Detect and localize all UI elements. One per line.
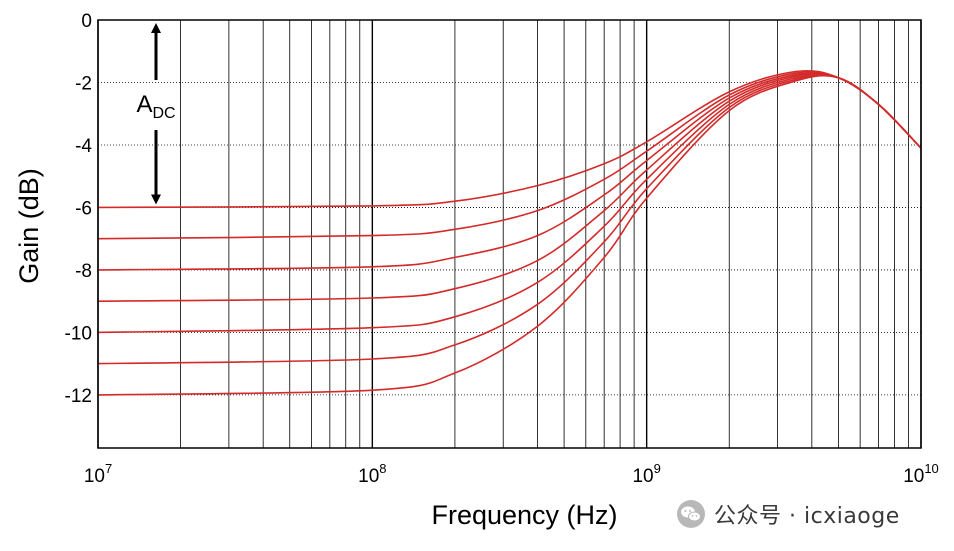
series-line xyxy=(97,74,922,396)
y-tick-label: -4 xyxy=(75,136,92,157)
y-tick-label: -2 xyxy=(75,73,92,94)
y-tick-label: 0 xyxy=(81,11,92,32)
series-line xyxy=(97,72,922,271)
x-tick-base: 10 xyxy=(903,466,924,487)
x-tick-exponent: 7 xyxy=(105,461,112,476)
x-tick-label: 108 xyxy=(358,461,386,487)
series-line xyxy=(97,72,922,302)
x-tick-exponent: 10 xyxy=(924,461,938,476)
series-line xyxy=(97,73,922,334)
y-tick-label: -8 xyxy=(75,261,92,282)
y-tick-labels: 0 -2 -4 -6 -8 -10 -12 xyxy=(65,11,93,407)
adc-subscript: DC xyxy=(152,105,175,122)
series-line xyxy=(97,71,922,240)
y-tick-label: -6 xyxy=(75,198,92,219)
x-tick-base: 10 xyxy=(632,466,653,487)
x-tick-base: 10 xyxy=(84,466,105,487)
series-group xyxy=(97,69,922,396)
x-tick-base: 10 xyxy=(358,466,379,487)
x-tick-label: 109 xyxy=(632,461,660,487)
x-tick-exponent: 8 xyxy=(379,461,386,476)
x-tick-label: 107 xyxy=(84,461,112,487)
x-axis-title: Frequency (Hz) xyxy=(431,500,617,530)
watermark-text: 公众号 · icxiaoge xyxy=(714,504,900,529)
y-tick-label: -12 xyxy=(65,386,92,407)
series-line xyxy=(97,69,922,209)
y-axis-title: Gain (dB) xyxy=(14,168,44,284)
x-tick-exponent: 9 xyxy=(654,461,661,476)
watermark: 公众号 · icxiaoge xyxy=(676,498,900,530)
x-tick-label: 1010 xyxy=(903,461,939,487)
x-tick-labels: 107 108 109 1010 xyxy=(84,461,939,487)
adc-label: ADC xyxy=(136,91,175,122)
adc-main: A xyxy=(136,91,152,118)
plot-area xyxy=(97,19,922,449)
adc-annotation: ADC xyxy=(136,23,176,205)
wechat-icon xyxy=(677,500,705,528)
y-tick-label: -10 xyxy=(65,323,92,344)
grid xyxy=(97,19,922,448)
